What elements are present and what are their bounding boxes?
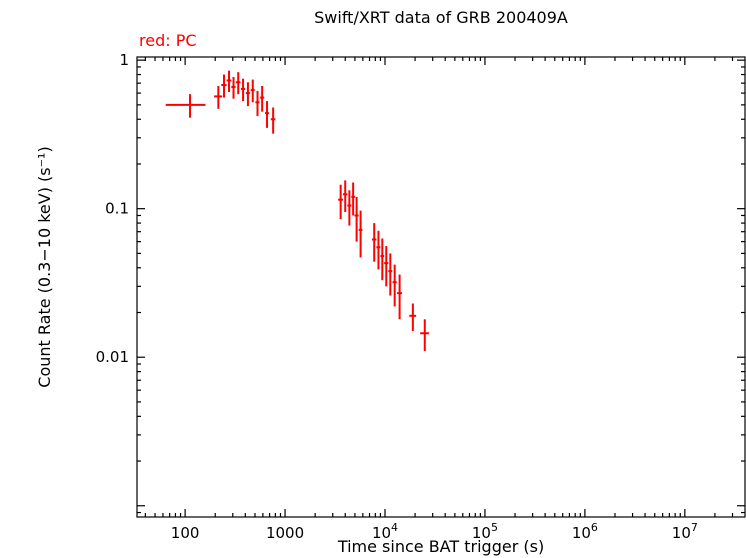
data-point <box>409 303 417 332</box>
data-point <box>351 182 355 216</box>
data-point <box>347 190 352 226</box>
y-axis-ticks <box>137 59 745 514</box>
data-point <box>376 230 381 270</box>
data-point <box>397 274 403 320</box>
data-point <box>255 90 260 117</box>
data-point <box>231 77 236 99</box>
data-point <box>384 246 389 287</box>
data-point <box>214 85 223 109</box>
data-point <box>235 72 241 95</box>
pc-mode-label: red: PC <box>139 31 197 50</box>
data-point <box>420 319 429 352</box>
data-point <box>371 223 377 262</box>
data-point <box>354 196 359 242</box>
data-point <box>392 264 397 307</box>
data-point <box>270 107 276 134</box>
x-axis-ticks <box>144 57 734 517</box>
data-point <box>380 238 385 281</box>
x-axis-label: Time since BAT trigger (s) <box>337 537 545 556</box>
y-tick-label: 1 <box>119 51 129 69</box>
series-pc <box>165 70 429 352</box>
x-tick-labels: 100 1000 104 105 106 107 <box>171 521 698 542</box>
x-tick-label: 100 <box>171 524 200 542</box>
x-tick-label: 106 <box>572 521 598 542</box>
data-point <box>240 78 246 102</box>
data-point <box>265 101 269 128</box>
data-point <box>338 184 344 220</box>
plot-frame <box>136 56 746 518</box>
data-point <box>388 253 393 296</box>
y-tick-labels: 1 0.1 0.01 <box>96 51 129 366</box>
chart-title: Swift/XRT data of GRB 200409A <box>314 8 568 27</box>
data-point <box>226 70 232 93</box>
data-point <box>260 85 265 112</box>
y-tick-label: 0.1 <box>105 200 129 218</box>
x-tick-label: 1000 <box>266 524 304 542</box>
x-tick-label: 107 <box>672 521 698 542</box>
data-point <box>245 82 250 107</box>
data-point <box>165 94 206 118</box>
y-tick-label: 0.01 <box>96 348 129 366</box>
data-point <box>358 210 363 258</box>
data-point <box>343 180 348 212</box>
data-point <box>250 79 255 103</box>
x-tick-label: 104 <box>372 521 398 542</box>
x-tick-label: 105 <box>472 521 498 542</box>
data-point <box>221 74 227 98</box>
